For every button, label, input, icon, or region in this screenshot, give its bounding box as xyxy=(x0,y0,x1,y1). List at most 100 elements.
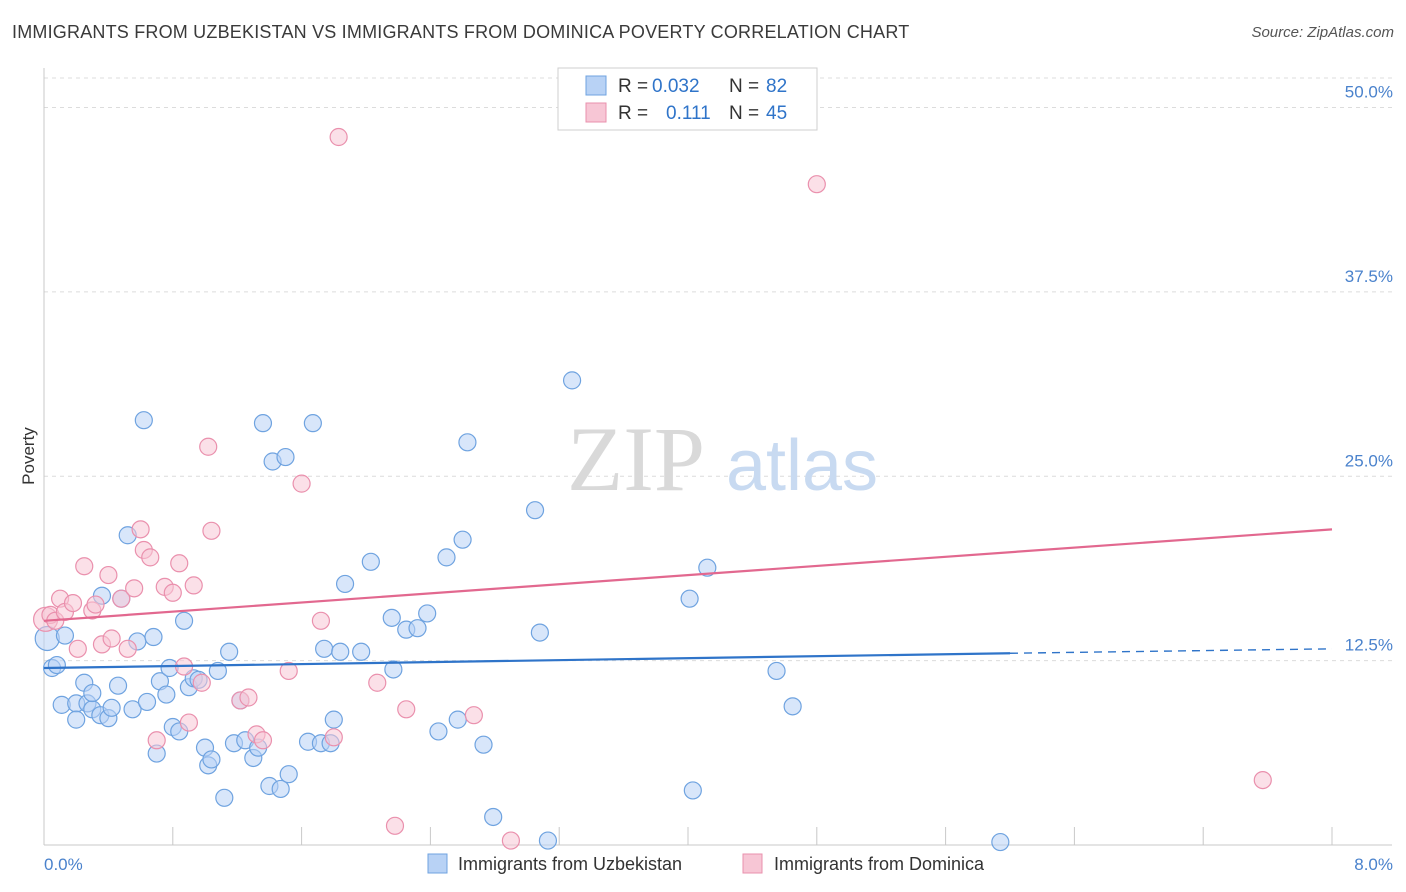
uzbekistan-point xyxy=(474,735,493,754)
tick-label-layer: 12.5% 25.0% 37.5% 50.0% 0.0% 8.0% xyxy=(44,83,1393,875)
dominica-point xyxy=(329,127,348,147)
dominica-trendline xyxy=(43,528,1333,622)
uzbekistan-point xyxy=(453,530,472,549)
dominica-point xyxy=(75,557,94,576)
dominica-point xyxy=(147,731,166,750)
axis-layer xyxy=(43,68,1392,846)
dominica-point xyxy=(311,611,331,630)
uzbekistan-point xyxy=(525,501,545,520)
legend-box: R = 0.032 N = 82 R = 0.111 N = 45 xyxy=(557,67,818,131)
watermark-zip: ZIP xyxy=(567,408,705,510)
dominica-point xyxy=(464,706,483,725)
dominica-point xyxy=(239,688,258,707)
legend-n-value-2: 45 xyxy=(766,103,787,124)
dominica-point xyxy=(1253,770,1272,790)
legend-r-value-1: 0.032 xyxy=(652,76,700,97)
y-axis-title: Poverty xyxy=(19,427,38,485)
legend-n-label-2: N = xyxy=(729,103,759,124)
legend-n-label-1: N = xyxy=(729,76,759,97)
uzbekistan-point xyxy=(767,661,786,681)
uzbekistan-point xyxy=(303,414,322,433)
dominica-point xyxy=(184,576,203,595)
uzbekistan-point xyxy=(102,698,121,717)
uzbekistan-point xyxy=(680,589,699,608)
uzbekistan-trendline xyxy=(43,652,1011,670)
y-tick-label: 50.0% xyxy=(1345,83,1393,102)
uzbekistan-point xyxy=(315,639,334,658)
uzbekistan-trendline-extension xyxy=(1009,648,1333,654)
bottom-legend-swatch-pink xyxy=(742,853,763,874)
uzbekistan-point xyxy=(220,642,239,661)
x-tick-label-max: 8.0% xyxy=(1354,855,1393,874)
dominica-point xyxy=(202,521,221,540)
dominica-point xyxy=(501,831,520,850)
x-tick-label-min: 0.0% xyxy=(44,855,83,874)
uzbekistan-point xyxy=(137,692,157,712)
watermark-atlas: atlas xyxy=(726,426,878,506)
dominica-point xyxy=(292,474,311,493)
dominica-point xyxy=(192,673,211,692)
legend-r-label-1: R = xyxy=(618,76,648,97)
uzbekistan-point xyxy=(458,433,477,452)
uzbekistan-point xyxy=(382,608,401,627)
uzbekistan-point xyxy=(331,642,350,661)
y-tick-label: 12.5% xyxy=(1345,636,1393,655)
uzbekistan-point xyxy=(83,683,102,703)
dominica-point xyxy=(170,554,189,573)
uzbekistan-point xyxy=(108,676,128,695)
legend-n-value-1: 82 xyxy=(766,76,787,97)
uzbekistan-point xyxy=(408,619,427,638)
uzbekistan-point xyxy=(783,697,802,716)
uzbekistan-point xyxy=(361,552,380,571)
chart-title: IMMIGRANTS FROM UZBEKISTAN VS IMMIGRANTS… xyxy=(12,22,910,42)
legend-swatch-blue xyxy=(585,75,607,96)
dominica-point xyxy=(163,583,182,602)
dominica-point xyxy=(385,816,405,835)
uzbekistan-point xyxy=(279,765,298,784)
uzbekistan-point xyxy=(437,548,456,567)
uzbekistan-point xyxy=(448,710,467,729)
uzbekistan-point xyxy=(174,611,194,630)
dominica-point xyxy=(807,175,826,194)
uzbekistan-point xyxy=(134,411,153,430)
uzbekistan-point xyxy=(208,661,227,681)
uzbekistan-point xyxy=(324,710,343,729)
uzbekistan-point xyxy=(991,832,1010,852)
bottom-legend: Immigrants from Uzbekistan Immigrants fr… xyxy=(427,853,985,874)
uzbekistan-point xyxy=(144,627,163,647)
points-layer xyxy=(33,127,1272,852)
dominica-point xyxy=(86,595,105,614)
uzbekistan-point xyxy=(253,414,273,433)
uzbekistan-point xyxy=(157,685,176,704)
uzbekistan-point xyxy=(484,807,503,827)
uzbekistan-point xyxy=(47,655,66,675)
uzbekistan-point xyxy=(538,831,558,850)
uzbekistan-point xyxy=(67,710,86,729)
dominica-point xyxy=(279,661,298,681)
uzbekistan-point xyxy=(215,788,234,807)
dominica-point xyxy=(324,728,343,747)
uzbekistan-point xyxy=(123,700,142,719)
uzbekistan-point xyxy=(530,623,549,642)
dominica-point xyxy=(112,589,131,608)
uzbekistan-point xyxy=(271,779,290,799)
legend-swatch-pink xyxy=(585,102,607,123)
dominica-point xyxy=(131,520,150,539)
bottom-legend-label-dominica: Immigrants from Dominica xyxy=(774,854,985,874)
uzbekistan-point xyxy=(562,371,582,390)
uzbekistan-point xyxy=(698,558,717,577)
bottom-legend-label-uzbekistan: Immigrants from Uzbekistan xyxy=(458,854,682,874)
uzbekistan-point xyxy=(335,574,355,594)
dominica-point xyxy=(199,437,218,456)
uzbekistan-point xyxy=(384,660,403,679)
dominica-point xyxy=(397,700,416,719)
dominica-point xyxy=(68,639,87,658)
uzbekistan-point xyxy=(276,447,295,467)
dominica-point xyxy=(99,565,118,585)
legend-r-value-2: 0.111 xyxy=(666,103,711,124)
source-label: Source: ZipAtlas.com xyxy=(1251,24,1394,41)
watermark: ZIP atlas xyxy=(567,408,878,510)
legend-r-label-2: R = xyxy=(618,103,648,124)
dominica-point xyxy=(125,579,144,598)
